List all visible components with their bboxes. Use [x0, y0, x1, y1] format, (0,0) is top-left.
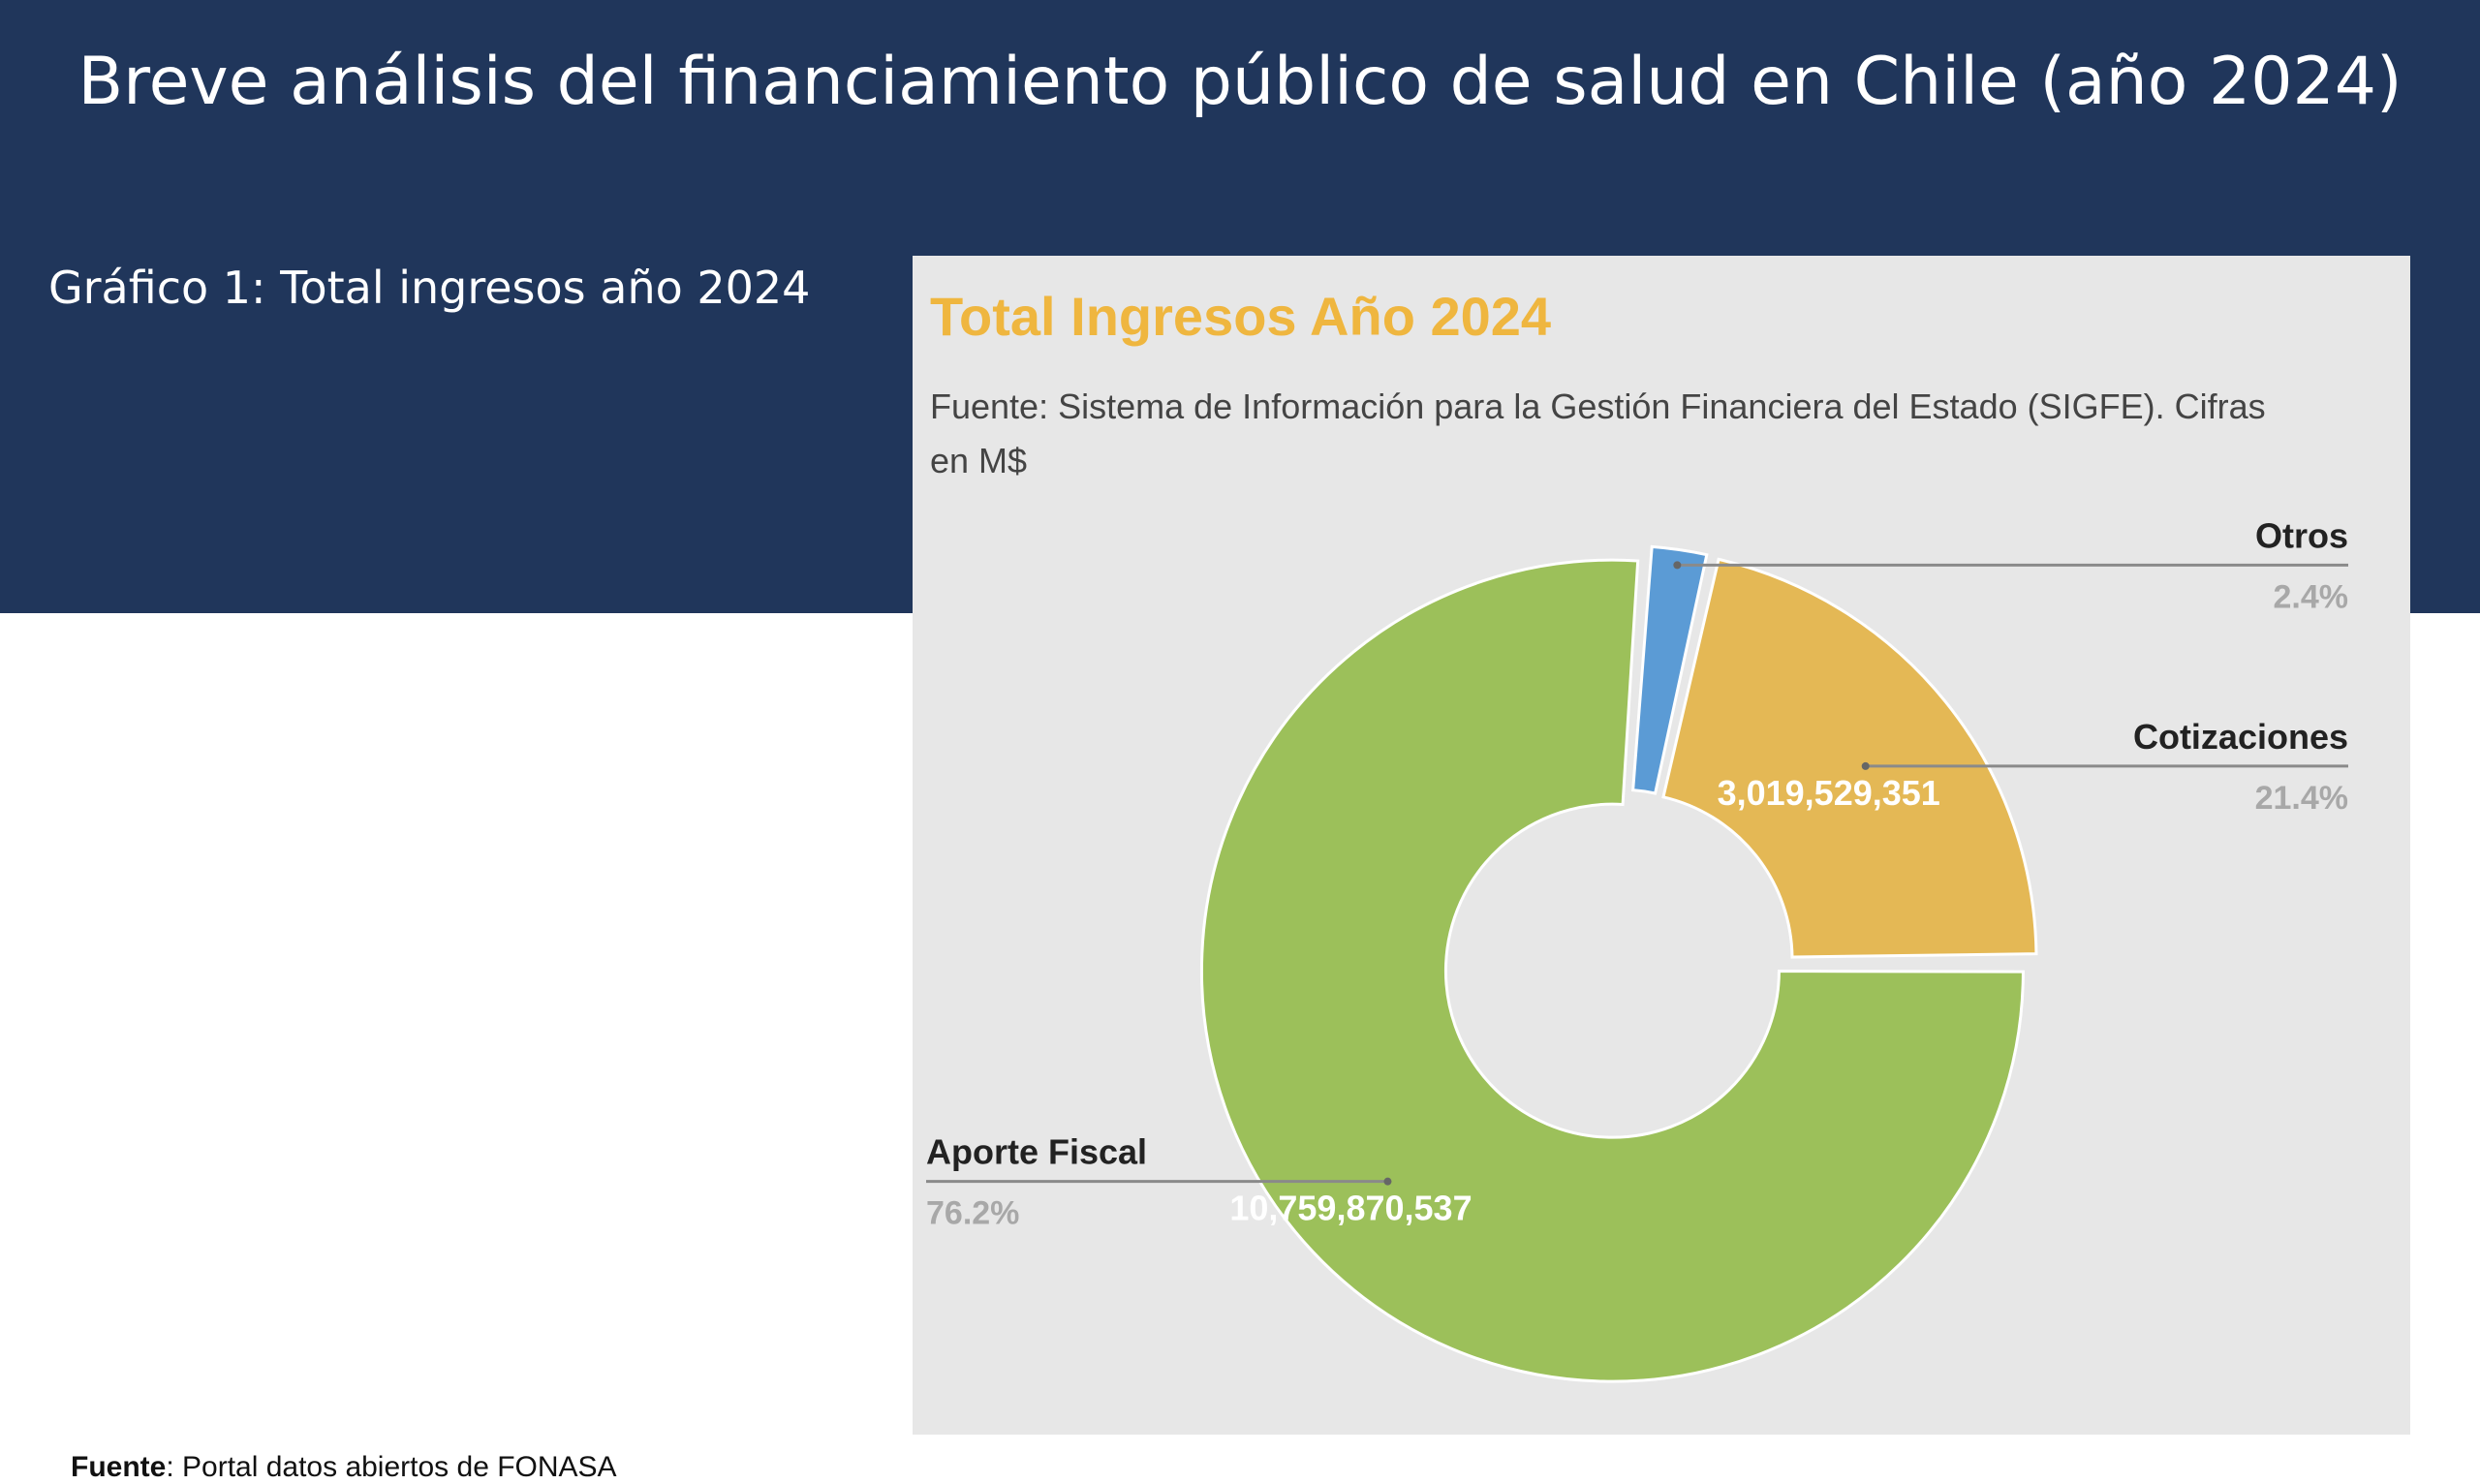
footer-source: Fuente: Portal datos abiertos de FONASA	[71, 1451, 617, 1484]
slice-label-aporte-fiscal: Aporte Fiscal	[926, 1132, 1147, 1172]
footer-source-text: : Portal datos abiertos de FONASA	[166, 1451, 617, 1483]
donut-chart: Otros 2.4% Cotizaciones 21.4% 3,019,529,351 A…	[926, 515, 2349, 1383]
leader-dot-otros	[1673, 561, 1682, 570]
leader-dot-aporte-fiscal	[1383, 1177, 1392, 1186]
slice-value-cotizaciones: 3,019,529,351	[1718, 773, 1940, 813]
footer-source-label: Fuente	[71, 1451, 167, 1483]
chart-card: Total Ingresos Año 2024 Fuente: Sistema …	[913, 256, 2410, 1435]
chart-title: Total Ingresos Año 2024	[930, 286, 1552, 347]
leader-dot-cotizaciones	[1861, 761, 1870, 770]
slide-title: Breve análisis del financiamiento públic…	[78, 44, 2402, 120]
slice-value-aporte-fiscal: 10,759,870,537	[1229, 1189, 1472, 1228]
slice-percent-otros: 2.4%	[2274, 578, 2349, 615]
slice-cotizaciones	[1661, 557, 2038, 959]
chart-caption: Gráfico 1: Total ingresos año 2024	[48, 262, 811, 314]
slice-aporte-fiscal	[1199, 558, 2025, 1383]
slice-percent-cotizaciones: 21.4%	[2255, 780, 2348, 817]
slice-otros	[1631, 544, 1709, 795]
slice-label-cotizaciones: Cotizaciones	[2133, 717, 2348, 757]
chart-subtitle: Fuente: Sistema de Información para la G…	[930, 386, 2266, 480]
slice-label-otros: Otros	[2255, 515, 2348, 555]
slice-percent-aporte-fiscal: 76.2%	[926, 1195, 1019, 1232]
